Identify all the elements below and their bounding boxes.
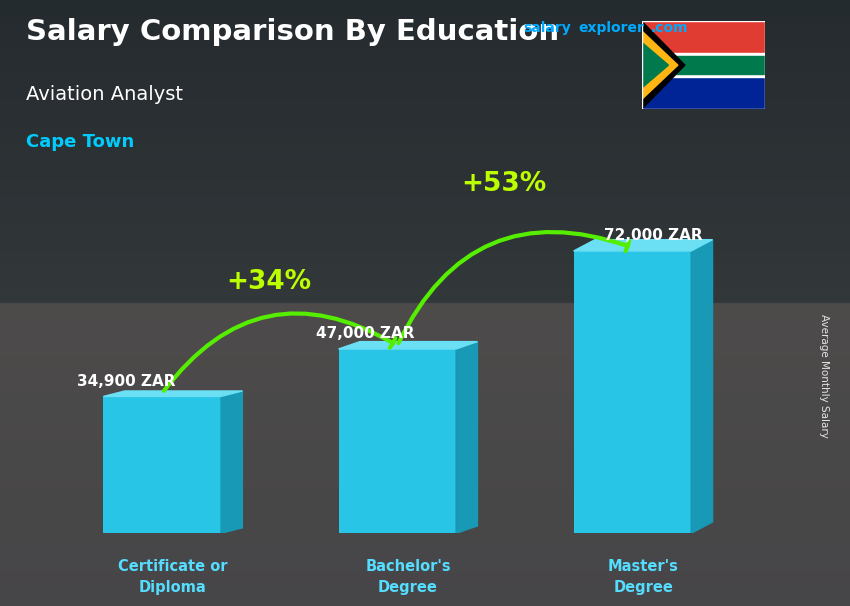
Polygon shape — [642, 21, 765, 65]
Text: salary: salary — [523, 21, 570, 35]
Text: Master's
Degree: Master's Degree — [608, 559, 678, 594]
Text: 72,000 ZAR: 72,000 ZAR — [604, 228, 703, 243]
Text: Cape Town: Cape Town — [26, 133, 133, 152]
Text: 34,900 ZAR: 34,900 ZAR — [76, 373, 175, 388]
Text: 47,000 ZAR: 47,000 ZAR — [316, 326, 415, 341]
Polygon shape — [642, 65, 765, 109]
Polygon shape — [642, 31, 678, 99]
Polygon shape — [456, 342, 478, 533]
Bar — [104, 396, 221, 533]
Text: Average Monthly Salary: Average Monthly Salary — [819, 314, 829, 438]
Text: Salary Comparison By Education: Salary Comparison By Education — [26, 18, 558, 46]
Text: Aviation Analyst: Aviation Analyst — [26, 85, 183, 104]
Polygon shape — [104, 391, 242, 396]
Bar — [574, 251, 691, 533]
Polygon shape — [338, 342, 478, 349]
Text: Certificate or
Diploma: Certificate or Diploma — [118, 559, 228, 594]
Text: +53%: +53% — [462, 171, 547, 198]
Polygon shape — [221, 391, 242, 533]
Polygon shape — [642, 53, 765, 78]
Text: Bachelor's
Degree: Bachelor's Degree — [366, 559, 450, 594]
Bar — [338, 349, 456, 533]
Text: .com: .com — [650, 21, 688, 35]
Polygon shape — [642, 56, 765, 74]
Polygon shape — [642, 42, 668, 88]
Polygon shape — [642, 21, 685, 109]
Polygon shape — [691, 239, 712, 533]
Text: explorer: explorer — [578, 21, 644, 35]
Polygon shape — [574, 239, 712, 251]
Text: +34%: +34% — [226, 269, 312, 295]
